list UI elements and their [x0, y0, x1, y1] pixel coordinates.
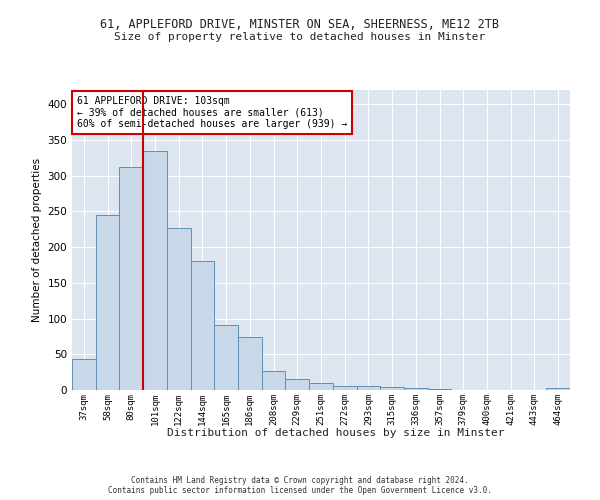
Bar	[96, 215, 119, 390]
Bar	[238, 337, 262, 390]
Bar	[262, 372, 286, 390]
Text: Contains HM Land Registry data © Crown copyright and database right 2024.
Contai: Contains HM Land Registry data © Crown c…	[108, 476, 492, 495]
Bar	[191, 262, 214, 390]
Bar	[286, 378, 309, 390]
Text: Distribution of detached houses by size in Minster: Distribution of detached houses by size …	[167, 428, 505, 438]
Bar	[404, 388, 428, 390]
Bar	[333, 386, 356, 390]
Bar	[214, 325, 238, 390]
Bar	[167, 228, 191, 390]
Bar	[356, 386, 380, 390]
Y-axis label: Number of detached properties: Number of detached properties	[32, 158, 42, 322]
Bar	[72, 358, 96, 390]
Bar	[143, 150, 167, 390]
Bar	[119, 167, 143, 390]
Text: 61 APPLEFORD DRIVE: 103sqm
← 39% of detached houses are smaller (613)
60% of sem: 61 APPLEFORD DRIVE: 103sqm ← 39% of deta…	[77, 96, 347, 129]
Bar	[380, 387, 404, 390]
Text: Size of property relative to detached houses in Minster: Size of property relative to detached ho…	[115, 32, 485, 42]
Bar	[546, 388, 570, 390]
Text: 61, APPLEFORD DRIVE, MINSTER ON SEA, SHEERNESS, ME12 2TB: 61, APPLEFORD DRIVE, MINSTER ON SEA, SHE…	[101, 18, 499, 30]
Bar	[309, 383, 333, 390]
